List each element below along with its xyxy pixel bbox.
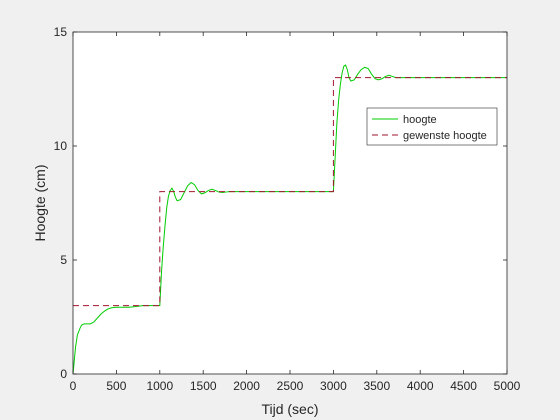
x-tick-label: 1000 xyxy=(146,379,173,393)
legend: hoogte gewenste hoogte xyxy=(366,107,498,146)
plot-area xyxy=(73,32,507,374)
y-tick-label: 5 xyxy=(60,253,67,267)
y-axis-label: Hoogte (cm) xyxy=(32,164,48,241)
y-tick-label: 0 xyxy=(60,367,67,381)
tick-layer: 0 500 1000 1500 2000 2500 3000 3500 4000 4500 5000… xyxy=(54,25,521,393)
series-layer xyxy=(72,64,507,375)
x-tick-label: 500 xyxy=(106,379,126,393)
y-tick-label: 10 xyxy=(54,139,68,153)
legend-box xyxy=(366,107,498,146)
x-tick-label: 0 xyxy=(70,379,77,393)
x-tick-label: 4500 xyxy=(450,379,477,393)
x-tick-label: 1500 xyxy=(190,379,217,393)
x-tick-label: 2000 xyxy=(233,379,260,393)
series-line-hoogte xyxy=(72,64,507,375)
x-tick-label: 5000 xyxy=(494,379,521,393)
series-line-gewenste-hoogte xyxy=(73,77,507,307)
y-tick-label: 15 xyxy=(54,25,68,39)
x-tick-label: 3500 xyxy=(363,379,390,393)
x-tick-label: 2500 xyxy=(277,379,304,393)
x-axis-label: Tijd (sec) xyxy=(261,401,318,417)
legend-label-hoogte: hoogte xyxy=(403,114,437,126)
x-tick-label: 3000 xyxy=(320,379,347,393)
x-tick-label: 4000 xyxy=(407,379,434,393)
legend-label-gewenste-hoogte: gewenste hoogte xyxy=(403,130,487,142)
